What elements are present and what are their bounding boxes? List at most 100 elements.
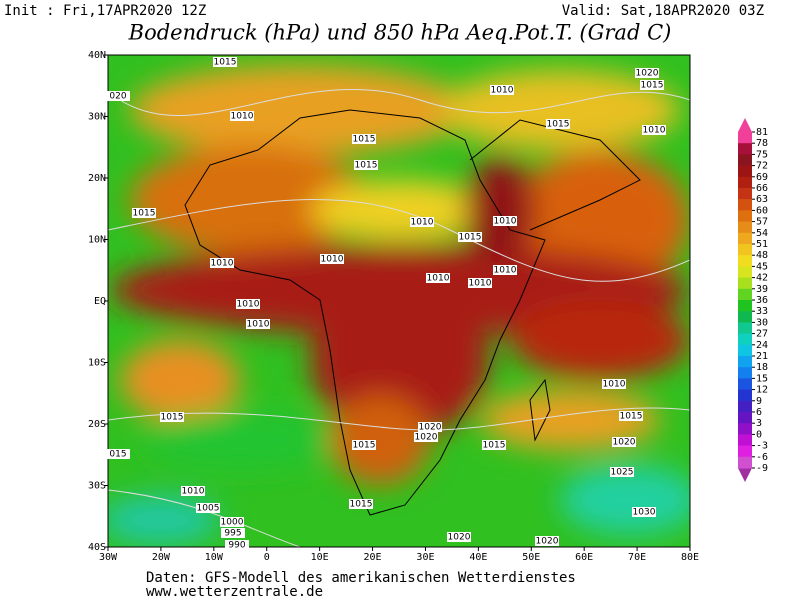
colorbar-band [738,244,752,256]
isobar-label-box [535,536,559,546]
isobar-label: 1015 [353,135,376,145]
lat-label: 40S [88,542,106,553]
lat-label: 30S [88,481,106,492]
isobar-label: 1010 [491,86,514,96]
isobar-label-box [447,532,471,542]
colorbar-band [738,165,752,178]
isobar-label-box [106,91,130,101]
colorbar-label: 27 [756,329,768,340]
lon-label: 10W [205,552,224,563]
colorbar-band [738,154,752,167]
colorbar-label: 39 [756,284,768,295]
colorbar-top-cap [738,118,752,132]
isobar-label: 1020 [536,537,559,547]
colorbar-label: 81 [756,127,768,138]
isobar-label: 1015 [483,441,506,451]
isobar-label-box [132,208,156,218]
arabia-coastline [469,119,641,231]
isobar-label-box [221,528,245,538]
isobar-label-box [213,57,237,67]
isobar-label-box [602,379,626,389]
isobar-label-box [210,258,234,268]
colorbar-label: 3 [756,418,762,429]
colorbar-band [738,322,752,335]
colorbar-label: 72 [756,161,768,172]
lon-label: 30W [99,552,118,563]
isobar-label: 1015 [214,58,237,68]
colorbar-label: 60 [756,205,768,216]
isobar-label: 1010 [603,380,626,390]
colorbar-band [738,389,752,402]
isobar-label-box [642,125,666,135]
lon-label: 0 [264,552,270,563]
isobar-label-box [490,85,514,95]
isobar-label-box [352,440,376,450]
colorbar-label: 78 [756,138,768,149]
colorbar-band [738,132,752,144]
isobar-label-box [635,68,659,78]
isobar-label-box [230,111,254,121]
isobar-label: 1010 [231,112,254,122]
isobar-label-box [426,273,450,283]
lon-label: 20W [152,552,171,563]
isobar [119,89,690,116]
lat-label: 10N [88,235,106,246]
colorbar-band [738,232,752,245]
isobar-label-box [546,119,570,129]
isobar-label: 1000 [221,518,244,528]
isobar-label-box [418,422,442,432]
isobar-label-box [106,449,130,459]
colorbar-band [738,456,752,469]
isobar-label: 1010 [643,126,666,136]
isobar-label: 1015 [620,412,643,422]
lat-label: 40N [88,50,106,61]
isobar-label: 1010 [469,279,492,289]
colorbar-band [738,412,752,424]
isobar-label: 1010 [494,266,517,276]
isobar-label-box [236,299,260,309]
colorbar-label: 24 [756,340,768,351]
colorbar-band [738,434,752,447]
map-title: Bodendruck (hPa) und 850 hPa Aeq.Pot.T. … [128,21,672,45]
isobar-label: 1015 [350,500,373,510]
isobar-label: 015 [109,450,126,460]
colorbar-label: 57 [756,217,768,228]
colorbar-band [738,199,752,211]
lon-label: 30E [416,552,434,563]
colorbar-label: 33 [756,306,768,317]
isobar-label-box [354,160,378,170]
colorbar-label: 18 [756,362,768,373]
isobar-label-box [493,216,517,226]
isobar-label: 020 [109,92,126,102]
colorbar-band [738,221,752,234]
colorbar-label: 51 [756,239,768,250]
isobar-label-box [458,232,482,242]
colorbar-label: 48 [756,250,768,261]
colorbar-label: 15 [756,373,768,384]
africa-coastline [184,109,546,516]
isobar-label: 995 [224,529,241,539]
colorbar-band [738,423,752,435]
footer-url: www.wetterzentrale.de [146,584,323,600]
colorbar-label: -3 [756,441,768,452]
lon-label: 80E [681,552,699,563]
colorbar: 8178757269666360575451484542393633302724… [738,118,768,482]
isobar-label: 1020 [415,433,438,443]
colorbar-band [738,344,752,357]
colorbar-band [738,176,752,189]
isobar-label: 1010 [321,255,344,265]
isobar-label: 1020 [636,69,659,79]
isobar-label-box [220,517,244,527]
colorbar-band [738,210,752,223]
isobar-label: 1010 [182,487,205,497]
isobar-label: 1020 [419,423,442,433]
init-time: Init : Fri,17APR2020 12Z [4,3,206,19]
isobar-label: 1010 [237,300,260,310]
isobar-label-box [225,540,249,550]
isobar-label-box [612,437,636,447]
lat-label: 10S [88,358,106,369]
colorbar-label: 12 [756,385,768,396]
colorbar-band [738,288,752,301]
